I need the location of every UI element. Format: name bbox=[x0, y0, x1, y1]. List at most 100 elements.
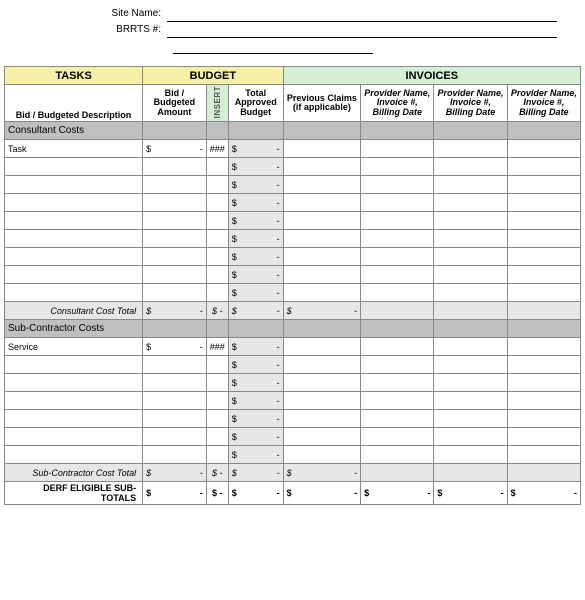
money-cell[interactable]: $- bbox=[228, 230, 283, 248]
empty-cell[interactable] bbox=[434, 230, 507, 248]
empty-cell[interactable] bbox=[361, 248, 434, 266]
empty-cell[interactable] bbox=[206, 158, 228, 176]
row-label[interactable]: Service bbox=[5, 338, 143, 356]
empty-cell[interactable] bbox=[361, 140, 434, 158]
empty-cell[interactable] bbox=[361, 428, 434, 446]
empty-cell[interactable] bbox=[143, 410, 207, 428]
empty-cell[interactable] bbox=[283, 284, 360, 302]
empty-cell[interactable] bbox=[361, 176, 434, 194]
empty-cell[interactable] bbox=[434, 410, 507, 428]
empty-cell[interactable] bbox=[507, 140, 580, 158]
empty-cell[interactable] bbox=[283, 176, 360, 194]
empty-cell[interactable] bbox=[143, 356, 207, 374]
empty-cell[interactable] bbox=[143, 194, 207, 212]
empty-cell[interactable] bbox=[283, 140, 360, 158]
empty-cell[interactable] bbox=[507, 212, 580, 230]
empty-cell[interactable] bbox=[283, 194, 360, 212]
row-label[interactable] bbox=[5, 194, 143, 212]
money-cell[interactable]: $- bbox=[228, 410, 283, 428]
row-label[interactable] bbox=[5, 176, 143, 194]
empty-cell[interactable] bbox=[507, 446, 580, 464]
empty-cell[interactable] bbox=[434, 248, 507, 266]
empty-cell[interactable] bbox=[361, 284, 434, 302]
empty-cell[interactable] bbox=[283, 158, 360, 176]
money-cell[interactable]: $- bbox=[228, 482, 283, 505]
money-cell[interactable]: $- bbox=[143, 302, 207, 320]
empty-cell[interactable] bbox=[507, 410, 580, 428]
empty-cell[interactable] bbox=[283, 374, 360, 392]
empty-cell[interactable] bbox=[143, 284, 207, 302]
empty-cell[interactable] bbox=[206, 410, 228, 428]
empty-cell[interactable] bbox=[283, 428, 360, 446]
money-cell[interactable]: $- bbox=[228, 266, 283, 284]
empty-cell[interactable] bbox=[143, 428, 207, 446]
empty-cell[interactable] bbox=[143, 266, 207, 284]
empty-cell[interactable] bbox=[361, 266, 434, 284]
money-cell[interactable]: $- bbox=[143, 482, 207, 505]
brrts-field[interactable] bbox=[167, 24, 557, 38]
money-cell[interactable]: $- bbox=[434, 482, 507, 505]
empty-cell[interactable] bbox=[206, 212, 228, 230]
empty-cell[interactable] bbox=[434, 194, 507, 212]
empty-cell[interactable] bbox=[361, 356, 434, 374]
empty-cell[interactable] bbox=[206, 176, 228, 194]
empty-cell[interactable] bbox=[206, 248, 228, 266]
empty-cell[interactable] bbox=[361, 158, 434, 176]
money-cell[interactable]: $- bbox=[283, 464, 360, 482]
empty-cell[interactable] bbox=[434, 176, 507, 194]
empty-cell[interactable] bbox=[283, 338, 360, 356]
empty-cell[interactable] bbox=[434, 266, 507, 284]
empty-cell[interactable] bbox=[434, 338, 507, 356]
row-label[interactable] bbox=[5, 212, 143, 230]
empty-cell[interactable] bbox=[143, 176, 207, 194]
empty-cell[interactable] bbox=[283, 446, 360, 464]
empty-cell[interactable] bbox=[283, 356, 360, 374]
empty-cell[interactable] bbox=[434, 356, 507, 374]
site-name-field[interactable] bbox=[167, 8, 557, 22]
empty-cell[interactable] bbox=[507, 230, 580, 248]
empty-cell[interactable] bbox=[507, 158, 580, 176]
row-label[interactable] bbox=[5, 230, 143, 248]
empty-cell[interactable] bbox=[206, 428, 228, 446]
empty-cell[interactable] bbox=[434, 392, 507, 410]
money-cell[interactable]: $- bbox=[228, 212, 283, 230]
row-label[interactable]: Task bbox=[5, 140, 143, 158]
money-cell[interactable]: $- bbox=[228, 374, 283, 392]
empty-cell[interactable] bbox=[507, 374, 580, 392]
row-label[interactable] bbox=[5, 284, 143, 302]
money-cell[interactable]: $- bbox=[283, 302, 360, 320]
empty-cell[interactable] bbox=[361, 338, 434, 356]
row-label[interactable] bbox=[5, 374, 143, 392]
empty-cell[interactable] bbox=[206, 194, 228, 212]
money-cell[interactable]: $- bbox=[228, 176, 283, 194]
empty-cell[interactable] bbox=[206, 284, 228, 302]
money-cell[interactable]: $- bbox=[283, 482, 360, 505]
empty-cell[interactable] bbox=[206, 392, 228, 410]
money-cell[interactable]: $- bbox=[228, 284, 283, 302]
empty-cell[interactable] bbox=[143, 158, 207, 176]
money-cell[interactable]: $- bbox=[228, 392, 283, 410]
empty-cell[interactable] bbox=[434, 428, 507, 446]
empty-cell[interactable] bbox=[361, 230, 434, 248]
empty-cell[interactable] bbox=[143, 446, 207, 464]
row-label[interactable] bbox=[5, 266, 143, 284]
empty-cell[interactable] bbox=[143, 230, 207, 248]
insert-cell[interactable]: ### bbox=[206, 140, 228, 158]
bid-cell[interactable]: $- bbox=[143, 140, 207, 158]
money-cell[interactable]: $- bbox=[228, 356, 283, 374]
empty-cell[interactable] bbox=[507, 428, 580, 446]
empty-cell[interactable] bbox=[283, 410, 360, 428]
money-cell[interactable]: $- bbox=[228, 140, 283, 158]
money-cell[interactable]: $- bbox=[228, 464, 283, 482]
empty-cell[interactable] bbox=[143, 212, 207, 230]
money-cell[interactable]: $- bbox=[228, 446, 283, 464]
empty-cell[interactable] bbox=[434, 212, 507, 230]
empty-cell[interactable] bbox=[507, 284, 580, 302]
empty-cell[interactable] bbox=[283, 266, 360, 284]
empty-cell[interactable] bbox=[434, 158, 507, 176]
row-label[interactable] bbox=[5, 248, 143, 266]
empty-cell[interactable] bbox=[283, 212, 360, 230]
money-cell[interactable]: $- bbox=[228, 194, 283, 212]
empty-cell[interactable] bbox=[206, 230, 228, 248]
empty-cell[interactable] bbox=[361, 374, 434, 392]
